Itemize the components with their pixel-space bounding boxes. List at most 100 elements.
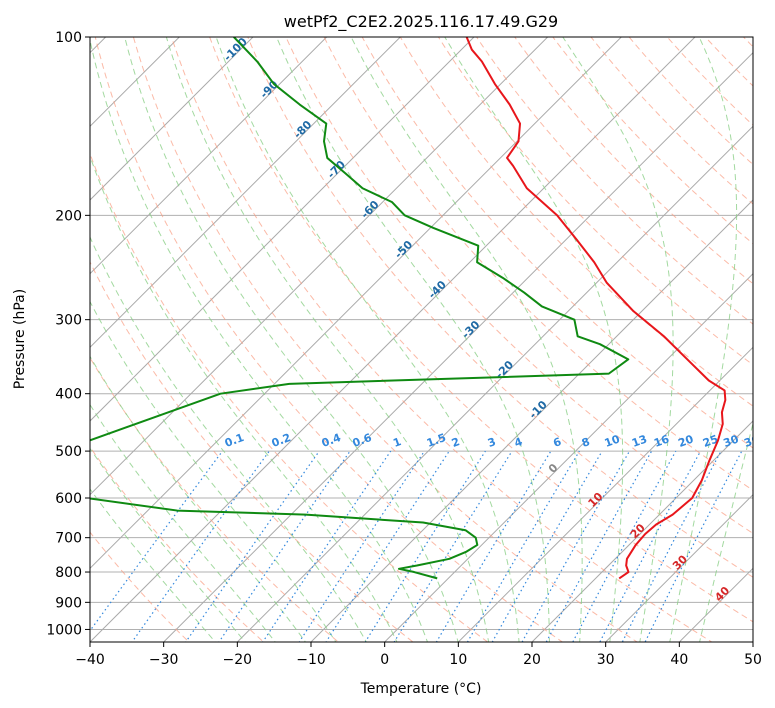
moist-adiabat-line xyxy=(90,488,216,642)
moist-adiabat-line xyxy=(90,235,367,642)
mixing-ratio-line xyxy=(466,450,580,642)
pressure-gridlines xyxy=(90,37,753,630)
mixing-ratio-label: 0.1 xyxy=(223,431,246,450)
isotherm-line xyxy=(457,346,753,642)
moist-adiabat-line xyxy=(90,154,398,642)
mixing-ratio-label: 0.6 xyxy=(351,431,374,450)
temperature-profile-line xyxy=(465,37,727,580)
dry-adiabat-line xyxy=(171,37,713,642)
mixing-ratio-label: 1.5 xyxy=(425,431,448,450)
moist-adiabat-line xyxy=(90,300,337,642)
mixing-ratio-label: 20 xyxy=(676,432,695,450)
dry-adiabat-line xyxy=(247,37,753,578)
dry-adiabat-line xyxy=(209,37,753,623)
moist-adiabat-line xyxy=(669,37,738,642)
x-tick-label: 20 xyxy=(523,652,541,668)
dry-adiabat-line xyxy=(90,531,190,642)
y-tick-label: 1000 xyxy=(46,622,82,638)
isotherm-line xyxy=(90,37,328,275)
mixing-ratio-line xyxy=(621,450,722,642)
y-axis-label: Pressure (hPa) xyxy=(12,289,28,389)
y-tick-label: 100 xyxy=(55,30,82,46)
isotherm-line xyxy=(90,37,623,570)
dry-adiabat-line xyxy=(285,37,753,535)
y-tick-label: 800 xyxy=(55,565,82,581)
mixing-ratio-label: 0.4 xyxy=(320,431,343,450)
dry-adiabat-line xyxy=(514,37,753,285)
y-tick-label: 300 xyxy=(55,313,82,329)
mixing-ratio-label: 8 xyxy=(580,435,592,450)
dry-adiabat-line xyxy=(628,37,753,166)
x-tick-label: −40 xyxy=(75,652,105,668)
moist-adiabat-line xyxy=(90,447,246,642)
x-tick-label: −20 xyxy=(223,652,253,668)
isotherm-line xyxy=(531,420,753,642)
isotherm-line xyxy=(383,272,753,642)
x-tick-label: −30 xyxy=(149,652,179,668)
isotherm-line xyxy=(90,37,402,349)
moist-adiabat-line xyxy=(444,37,624,642)
isotherm-line xyxy=(90,37,475,422)
mixing-ratio-line xyxy=(262,450,392,642)
dry-adiabat-line xyxy=(361,37,753,449)
mixing-ratio-label: 4 xyxy=(513,435,525,450)
mixing-ratio-label: 1 xyxy=(391,435,403,450)
x-tick-label: 40 xyxy=(670,652,688,668)
mixing-ratio-label: 30 xyxy=(722,432,741,450)
mixing-ratio-label: 2 xyxy=(450,435,462,450)
x-tick-label: 30 xyxy=(597,652,615,668)
mixing-ratio-label: 13 xyxy=(630,432,649,449)
x-tick-label: −10 xyxy=(296,652,326,668)
y-tick-label: 200 xyxy=(55,208,82,224)
moist-adiabat-line xyxy=(699,421,753,642)
moist-adiabat-line xyxy=(165,37,490,642)
mixing-ratio-line xyxy=(435,450,552,642)
dry-adiabat-line xyxy=(132,37,638,642)
dry-adiabat-line xyxy=(399,37,753,407)
x-axis-label: Temperature (°C) xyxy=(360,681,482,697)
mixing-ratio-label: 16 xyxy=(652,432,671,450)
mixing-ratio-line xyxy=(185,450,320,642)
dry-adiabat-line xyxy=(90,152,489,642)
dry-adiabat-line xyxy=(94,37,564,642)
isotherms xyxy=(90,37,753,642)
x-axis-ticks: −40 −30 −20 −10 0 10 20 30 40 50 xyxy=(75,642,762,668)
dry-adiabat-line xyxy=(552,37,753,245)
moist-adiabat-line xyxy=(276,37,550,642)
isotherm-line xyxy=(604,493,753,642)
mixing-ratio-label: 10 xyxy=(603,432,622,450)
mixing-ratio-line xyxy=(393,450,513,642)
moist-adiabat-line xyxy=(215,37,520,642)
mixing-ratio-line xyxy=(644,450,743,642)
moist-adiabat-line xyxy=(350,37,583,642)
dry-adiabat-line xyxy=(90,260,414,642)
dewpoint-profile-line xyxy=(90,37,630,580)
dry-adiabat-line xyxy=(590,37,753,205)
y-tick-label: 900 xyxy=(55,595,82,611)
dry-adiabat-line xyxy=(323,37,753,491)
mixing-ratio-line xyxy=(131,450,270,642)
isotherm-line xyxy=(310,199,753,642)
y-axis-ticks: 100 200 300 400 500 600 700 800 900 1000 xyxy=(46,30,90,638)
dry-adiabat-line xyxy=(90,356,340,642)
y-tick-label: 400 xyxy=(55,387,82,403)
x-tick-label: 50 xyxy=(744,652,762,668)
x-tick-label: 0 xyxy=(380,652,389,668)
mixing-ratio-line xyxy=(90,450,223,632)
mixing-ratio-line xyxy=(218,450,351,642)
mixing-ratio-label: 36 xyxy=(742,432,761,450)
mixing-ratio-label: 0.2 xyxy=(270,431,293,450)
chart-title: wetPf2_C2E2.2025.116.17.49.G29 xyxy=(284,12,558,32)
moist-adiabat-line xyxy=(90,403,276,642)
plot-frame xyxy=(89,36,754,643)
moist-adiabat-line xyxy=(562,37,674,642)
mixing-ratio-line xyxy=(491,450,603,642)
sounding-profiles xyxy=(90,37,727,580)
y-tick-label: 500 xyxy=(55,444,82,460)
moist-adiabat-line xyxy=(90,38,429,642)
y-tick-label: 600 xyxy=(55,491,82,507)
mixing-ratio-label: 3 xyxy=(486,435,498,450)
isotherm-line xyxy=(90,37,254,201)
